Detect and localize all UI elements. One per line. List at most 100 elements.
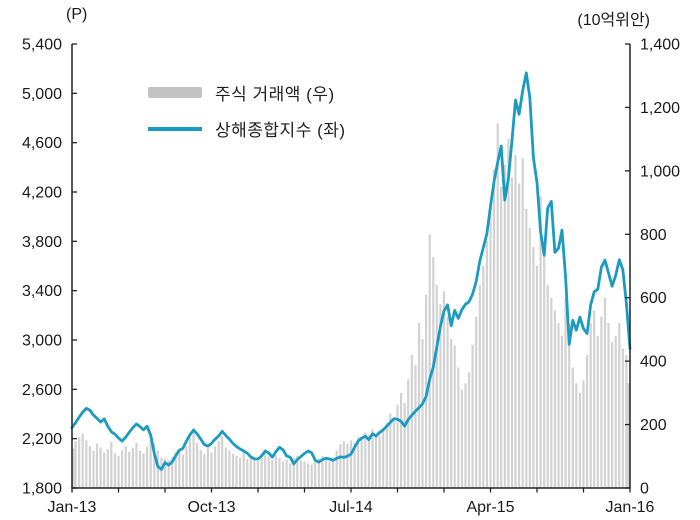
volume-bar (199, 449, 202, 488)
volume-bar (410, 354, 413, 488)
left-axis-tick-label: 3,000 (22, 333, 62, 350)
volume-bar (575, 383, 578, 488)
volume-bar (360, 438, 363, 488)
right-axis-tick-label: 1,000 (640, 163, 680, 180)
volume-bar (274, 455, 277, 488)
left-axis-tick-label: 4,600 (22, 135, 62, 152)
volume-bar (324, 458, 328, 488)
volume-bar (357, 436, 360, 488)
volume-bar (217, 441, 220, 488)
volume-bar (510, 177, 514, 488)
volume-bar (289, 463, 292, 488)
volume-bar (328, 461, 331, 488)
volume-bar (571, 367, 574, 488)
volume-bar (450, 338, 453, 488)
volume-bar (314, 460, 317, 488)
volume-bar (403, 403, 406, 488)
volume-bar (607, 323, 610, 488)
volume-bar (267, 456, 270, 488)
volume-bar (307, 463, 310, 488)
volume-bar (167, 460, 170, 488)
legend-item-volume: 주식 거래액 (우) (148, 84, 346, 104)
volume-bar (235, 455, 238, 488)
volume-bar (446, 316, 449, 488)
volume-bar (485, 240, 488, 488)
left-axis-unit-label: (P) (66, 6, 88, 23)
left-axis-tick-label: 4,200 (22, 185, 62, 202)
volume-bar (231, 453, 235, 488)
legend-item-index: 상해종합지수 (좌) (148, 120, 346, 140)
left-axis-tick-label: 3,400 (22, 283, 62, 300)
volume-bar (214, 446, 217, 488)
left-axis-tick-label: 1,800 (22, 481, 62, 498)
volume-bar (146, 446, 149, 488)
volume-bar (482, 266, 485, 488)
volume-bar (400, 392, 403, 488)
volume-bar (95, 443, 99, 488)
volume-bar (586, 354, 589, 488)
volume-bar (285, 459, 288, 488)
volume-bar (385, 423, 388, 488)
volume-bar (627, 383, 630, 488)
volume-bar (478, 285, 481, 488)
volume-bar (589, 323, 592, 488)
left-axis-tick-label: 3,800 (22, 234, 62, 251)
volume-bar (417, 323, 421, 488)
volume-bar (489, 202, 492, 488)
volume-bar (578, 392, 581, 488)
volume-bar (603, 297, 607, 488)
x-axis-label: Oct-13 (187, 499, 235, 516)
volume-bar (432, 257, 435, 488)
volume-bar (117, 455, 120, 488)
volume-bar (382, 430, 385, 488)
volume-bar (113, 453, 116, 488)
volume-bar (249, 456, 252, 488)
legend-label-volume: 주식 거래액 (우) (215, 85, 335, 104)
volume-bar (553, 310, 556, 488)
volume-bar (92, 450, 95, 488)
index-line (70, 71, 632, 471)
volume-bar (88, 446, 91, 488)
volume-bar (564, 297, 567, 488)
volume-bar (135, 443, 138, 488)
volume-bar (507, 139, 510, 488)
x-axis-label: Apr-15 (466, 499, 514, 516)
volume-bar (618, 323, 621, 488)
volume-bar (546, 285, 549, 488)
volume-bar (500, 186, 503, 488)
volume-bar (160, 457, 163, 488)
index-line-swatch-icon (148, 126, 202, 131)
volume-bar (188, 437, 192, 488)
volume-bar (374, 433, 378, 488)
volume-bar (550, 297, 553, 488)
volume-bar (342, 441, 345, 488)
volume-bar (596, 335, 599, 488)
volume-bar (192, 431, 195, 488)
volume-bar (121, 450, 124, 488)
legend: 주식 거래액 (우) 상해종합지수 (좌) (148, 84, 346, 140)
left-axis-tick-label: 2,200 (22, 431, 62, 448)
volume-bar (303, 461, 306, 488)
right-axis-tick-label: 1,200 (640, 100, 680, 117)
volume-bar (392, 419, 395, 488)
volume-bar (514, 155, 517, 488)
volume-bar (163, 458, 167, 488)
volume-bar (371, 429, 374, 488)
volume-bar (221, 435, 224, 488)
volume-bar (185, 446, 188, 488)
right-axis-tick-label: 800 (640, 227, 667, 244)
volume-bar (253, 460, 256, 488)
volume-bar (292, 458, 295, 488)
volume-bar (332, 457, 335, 488)
volume-bar (206, 448, 209, 488)
volume-bar (72, 448, 75, 488)
volume-bar (335, 450, 338, 488)
volume-bar (496, 123, 499, 489)
volume-bar (625, 354, 628, 488)
volume-bar (503, 164, 506, 488)
volume-bar (557, 323, 560, 488)
volume-bar (106, 449, 109, 488)
volume-bar (264, 452, 267, 488)
volume-bar (149, 439, 152, 488)
